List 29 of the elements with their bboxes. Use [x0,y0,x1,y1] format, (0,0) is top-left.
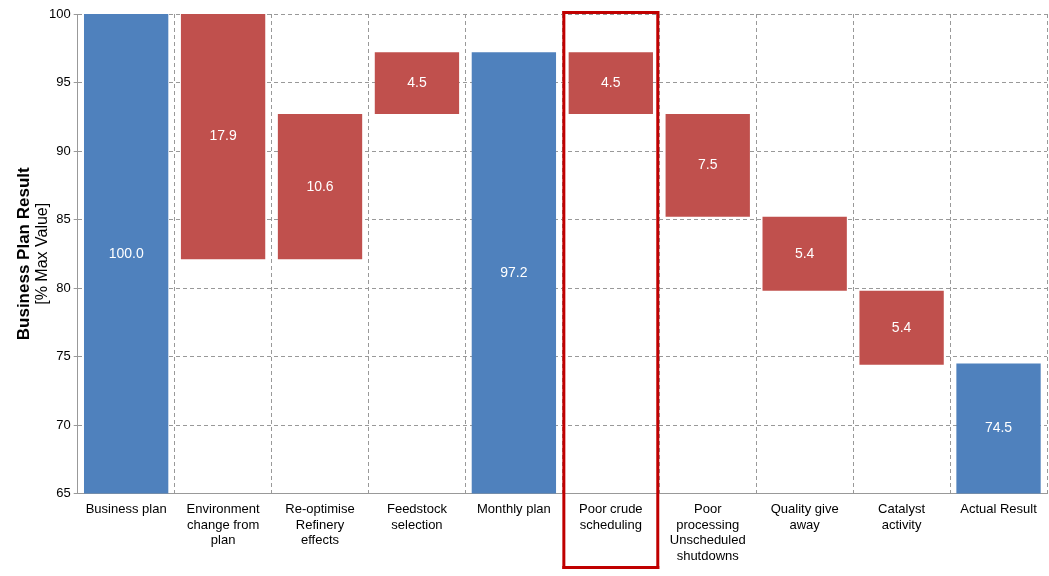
x-tick-label: Feedstock selection [386,500,448,532]
data-label: 4.5 [407,74,427,91]
x-tick-label: Quality give away [770,500,839,532]
data-label: 5.4 [891,318,912,335]
x-tick-label: Business plan [85,500,167,516]
y-tick-label: 100 [48,5,71,21]
x-tick-label: Poor crude scheduling [579,500,643,532]
x-tick-label: Monthly plan [477,500,551,516]
data-label: 5.4 [794,244,815,261]
y-tick-label: 75 [56,348,71,364]
x-tick-label: Environment change from plan [186,500,260,548]
y-tick-label: 80 [56,279,71,295]
data-label: 97.2 [500,263,528,280]
y-tick-label: 90 [56,142,71,158]
y-tick-label: 70 [56,416,71,432]
y-tick-label: 85 [56,211,71,227]
data-label: 4.5 [601,74,621,91]
y-axis-title: Business Plan Result [% Max Value] [13,167,51,341]
x-tick-label: Actual Result [960,500,1038,516]
y-tick-label: 95 [56,74,71,90]
data-label: 100.0 [108,244,144,261]
data-label: 74.5 [984,419,1013,436]
x-tick-label: Re-optimise Refinery effects [285,500,355,548]
x-tick-label: Catalyst activity [878,500,926,532]
data-label: 7.5 [698,156,718,173]
y-tick-label: 65 [56,485,71,501]
data-label: 17.9 [209,127,237,144]
data-label: 10.6 [306,177,334,194]
x-tick-label: Poor processing Unscheduled shutdowns [669,500,746,563]
